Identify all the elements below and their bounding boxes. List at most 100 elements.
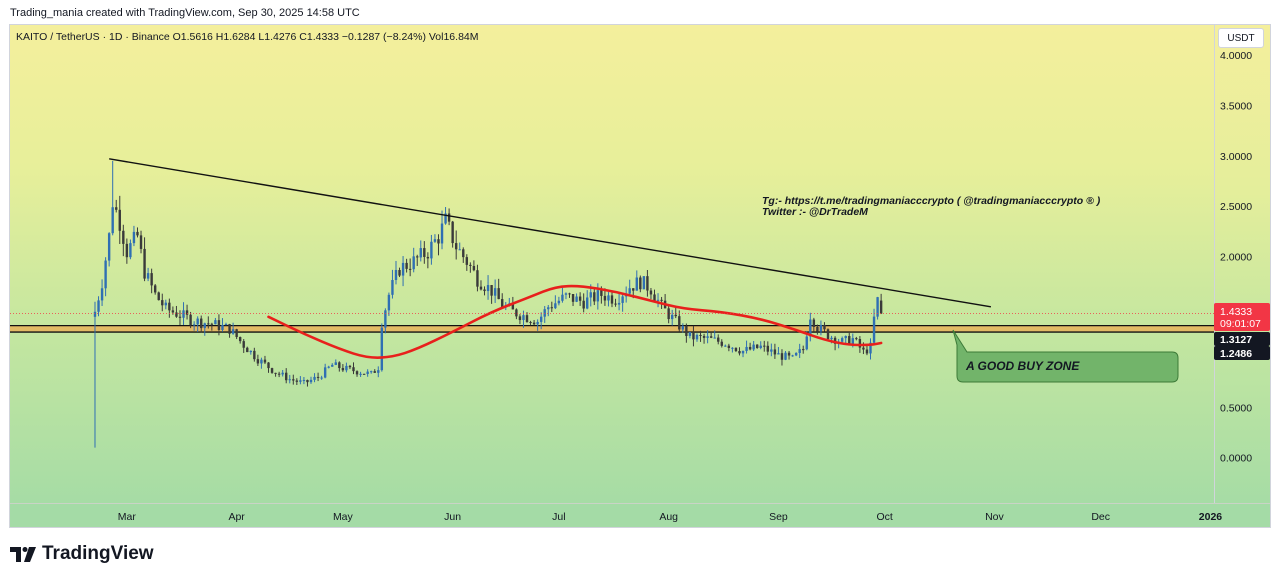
candle-body [394,270,398,280]
candle-body [419,248,422,258]
candle-body [483,289,486,292]
candle-body [593,292,596,302]
candle-body [348,365,352,368]
chart-frame[interactable]: 0.00000.50001.50002.00002.50003.00003.50… [9,24,1271,528]
candle-body [610,295,614,304]
candle-body [224,324,228,326]
candle-body [171,310,175,313]
candle-body [295,380,299,382]
candle-body [688,332,692,336]
candle-body [231,329,235,334]
y-tick-label: 2.5000 [1220,201,1252,213]
candle-body [709,336,713,338]
tradingview-logo[interactable]: TradingView [10,543,154,565]
candle-body [773,349,777,355]
candle-body [550,307,553,309]
candle-body [632,288,635,291]
candle-body [667,308,670,320]
candle-body [621,296,624,303]
candle-body [862,347,865,350]
candle-body [203,323,206,329]
candle-body [752,344,755,350]
candle-body [493,288,497,296]
candle-body [699,334,702,336]
candle-body [869,342,872,354]
chart-svg: 0.00000.50001.50002.00002.50003.00003.50… [10,50,1270,523]
candle-body [727,345,731,348]
candle-body [292,379,295,381]
annotations: Tg:- https://t.me/tradingmaniacccrypto (… [762,195,1179,383]
candle-body [635,277,638,291]
candle-body [879,300,883,314]
zone-top-badge [1214,332,1270,346]
candle-body [539,316,543,322]
candle-body [695,334,699,340]
candle-body [217,320,221,330]
candle-body [809,319,812,337]
candle-body [681,325,685,330]
candle-body [458,249,461,251]
candle-body [600,290,603,296]
candle-body [426,256,430,259]
candle-body [352,367,355,372]
candle-body [486,285,490,292]
candle-body [146,273,150,279]
candle-body [207,323,210,325]
x-tick-label: Oct [876,511,892,523]
candle-body [377,370,380,373]
candle-body [819,324,823,332]
candle-body [607,295,610,301]
candle-body [423,248,426,257]
candle-body [724,345,727,347]
y-tick-label: 4.0000 [1220,50,1252,62]
candle-body [246,347,249,353]
candle-body [678,316,681,330]
candle-body [465,257,469,265]
candle-body [547,307,550,310]
candle-body [617,302,621,305]
plot-area[interactable] [10,25,1214,503]
y-tick-label: 2.0000 [1220,251,1252,263]
candle-body [150,273,153,286]
candle-body [571,294,575,302]
tradingview-logo-icon [10,547,36,562]
price-axis[interactable] [1214,25,1270,503]
candle-body [185,310,189,315]
candle-body [586,297,589,309]
candle-body [858,339,862,348]
candle-body [416,256,419,258]
candle-body [260,359,263,364]
candle-body [575,296,578,302]
candle-body [872,316,876,343]
symbol-ohlc-line[interactable]: KAITO / TetherUS · 1D · Binance O1.5616 … [16,31,479,43]
candle-body [437,239,440,244]
candle-body [780,353,784,360]
candle-body [281,372,284,375]
candle-body [628,288,631,294]
candle-body [370,371,373,373]
currency-button[interactable]: USDT [1218,28,1264,48]
candle-body [826,329,830,340]
candle-body [511,303,515,310]
candle-body [391,279,394,295]
candle-body [759,345,762,348]
time-axis[interactable] [10,503,1270,527]
candle-body [777,353,780,355]
candle-body [529,322,532,324]
candle-body [267,362,270,369]
candle-body [444,213,447,224]
candle-body [745,346,748,351]
candle-body [139,235,143,249]
candle-body [430,241,433,259]
candle-body [387,294,391,311]
candle-body [316,376,320,378]
candle-body [182,310,185,318]
candle-body [235,329,238,338]
countdown-label: 09:01:07 [1220,318,1261,330]
candle-body [692,332,695,340]
candle-body [805,336,808,350]
candle-body [532,322,536,325]
candle-body [118,209,121,231]
candle-body [323,367,327,378]
moving-average-line [267,284,883,359]
